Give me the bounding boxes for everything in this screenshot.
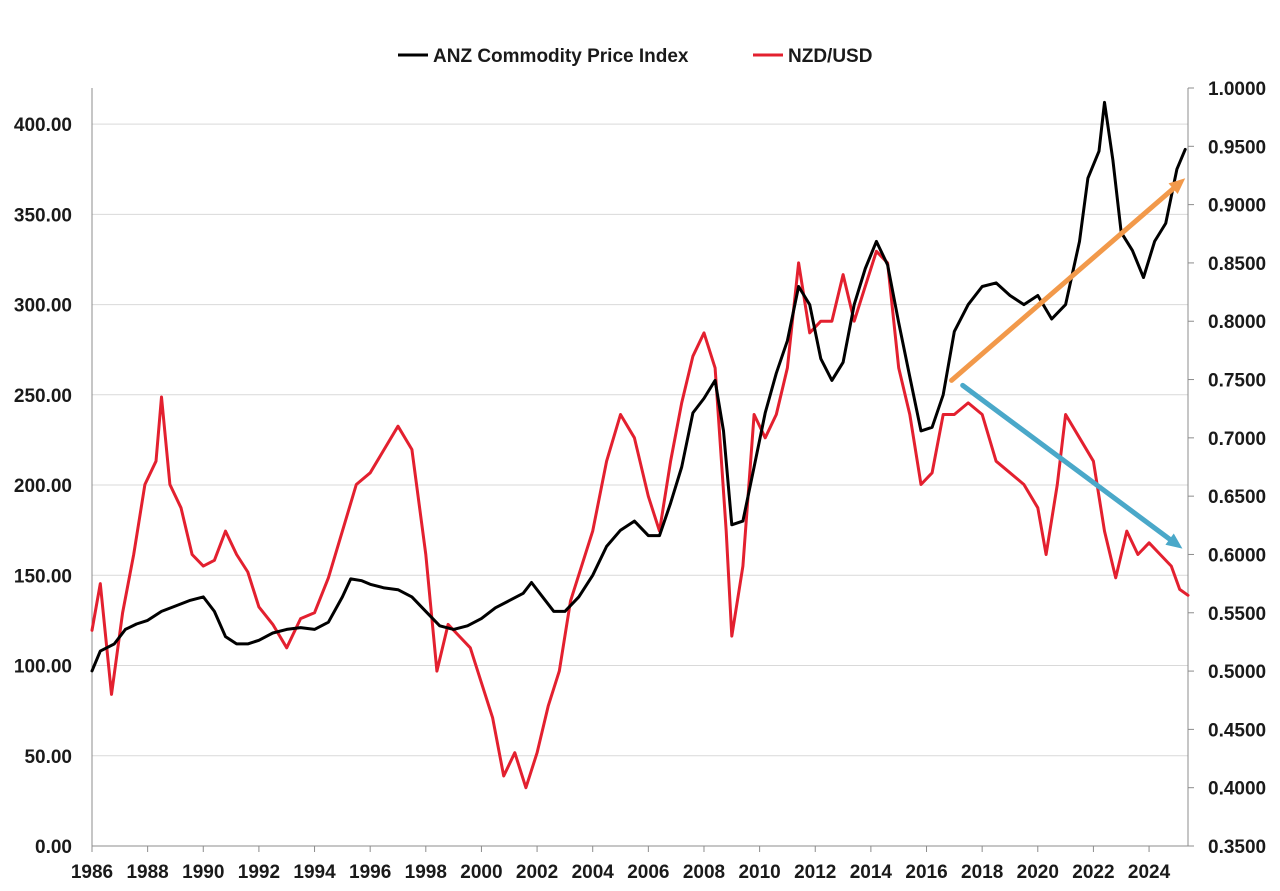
x-tick-label: 2010 bbox=[738, 862, 780, 883]
trend-arrow-down-shaft bbox=[960, 382, 1173, 542]
y-left-tick-label: 350.00 bbox=[14, 205, 72, 226]
y-right-tick-label: 0.9000 bbox=[1208, 196, 1266, 217]
x-tick-label: 1988 bbox=[126, 862, 168, 883]
y-right-tick-label: 0.3500 bbox=[1208, 837, 1266, 858]
y-left-tick-label: 50.00 bbox=[24, 747, 72, 768]
x-tick-label: 2004 bbox=[572, 862, 615, 883]
y-right-tick-label: 0.9500 bbox=[1208, 137, 1266, 158]
y-right-tick-label: 0.4500 bbox=[1208, 720, 1266, 741]
y-right-tick-label: 0.5500 bbox=[1208, 604, 1266, 625]
y-right-tick-label: 0.7500 bbox=[1208, 371, 1266, 392]
series-layer bbox=[90, 100, 1190, 790]
x-tick-label: 2000 bbox=[460, 862, 502, 883]
y-right-tick-label: 0.5000 bbox=[1208, 662, 1266, 683]
x-tick-label: 2008 bbox=[683, 862, 725, 883]
x-tick-label: 2016 bbox=[905, 862, 947, 883]
x-tick-label: 2020 bbox=[1017, 862, 1059, 883]
x-tick-label: 2002 bbox=[516, 862, 558, 883]
x-tick-label: 1986 bbox=[71, 862, 113, 883]
y-left-tick-label: 0.00 bbox=[35, 837, 72, 858]
y-right-tick-label: 1.0000 bbox=[1208, 79, 1266, 100]
annotation-layer bbox=[949, 178, 1186, 549]
x-tick-label: 1990 bbox=[182, 862, 224, 883]
trend-arrow-up-shaft bbox=[949, 186, 1176, 383]
trend-arrow-up-head bbox=[1168, 178, 1186, 194]
legend-label-nzd-usd: NZD/USD bbox=[788, 46, 872, 67]
y-right-tick-label: 0.8000 bbox=[1208, 312, 1266, 333]
y-right-tick-label: 0.7000 bbox=[1208, 429, 1266, 450]
trend-arrow-down-head bbox=[1165, 533, 1183, 549]
x-tick-label: 2018 bbox=[961, 862, 1003, 883]
x-tick-label: 1992 bbox=[238, 862, 280, 883]
y-left-tick-label: 400.00 bbox=[14, 115, 72, 136]
y-left-tick-label: 100.00 bbox=[14, 657, 72, 678]
chart-legend: ANZ Commodity Price Index NZD/USD bbox=[398, 46, 872, 67]
y-left-tick-label: 150.00 bbox=[14, 566, 72, 587]
x-tick-label: 1996 bbox=[349, 862, 391, 883]
y-left-tick-label: 300.00 bbox=[14, 296, 72, 317]
series-line-anz-commodity-price-index bbox=[90, 100, 1187, 673]
right-axis-tick-labels: 0.3500 0.4000 0.4500 0.5000 0.5500 0.6000 0.65… bbox=[1208, 79, 1266, 858]
series-line-nzd-usd bbox=[90, 249, 1190, 790]
y-left-tick-label: 250.00 bbox=[14, 386, 72, 407]
y-right-tick-label: 0.6000 bbox=[1208, 545, 1266, 566]
x-axis-tick-labels: 1986 1988 1990 1992 1994 1996 1998 2000 2002 2004… bbox=[71, 862, 1171, 883]
x-tick-label: 1994 bbox=[293, 862, 336, 883]
x-tick-label: 2014 bbox=[850, 862, 893, 883]
legend-label-anz-commodity-price-index: ANZ Commodity Price Index bbox=[433, 46, 689, 67]
x-tick-label: 2022 bbox=[1072, 862, 1114, 883]
y-left-tick-label: 200.00 bbox=[14, 476, 72, 497]
y-right-tick-label: 0.6500 bbox=[1208, 487, 1266, 508]
left-axis-tick-labels: 0.00 50.00 100.00 150.00 200.00 250.00 300.00 3… bbox=[14, 115, 72, 858]
x-tick-label: 2012 bbox=[794, 862, 836, 883]
y-right-tick-label: 0.4000 bbox=[1208, 779, 1266, 800]
x-tick-label: 2024 bbox=[1128, 862, 1171, 883]
x-tick-label: 1998 bbox=[405, 862, 447, 883]
x-tick-label: 2006 bbox=[627, 862, 669, 883]
y-right-tick-label: 0.8500 bbox=[1208, 254, 1266, 275]
gridlines bbox=[92, 123, 1188, 757]
axes bbox=[91, 87, 1194, 852]
